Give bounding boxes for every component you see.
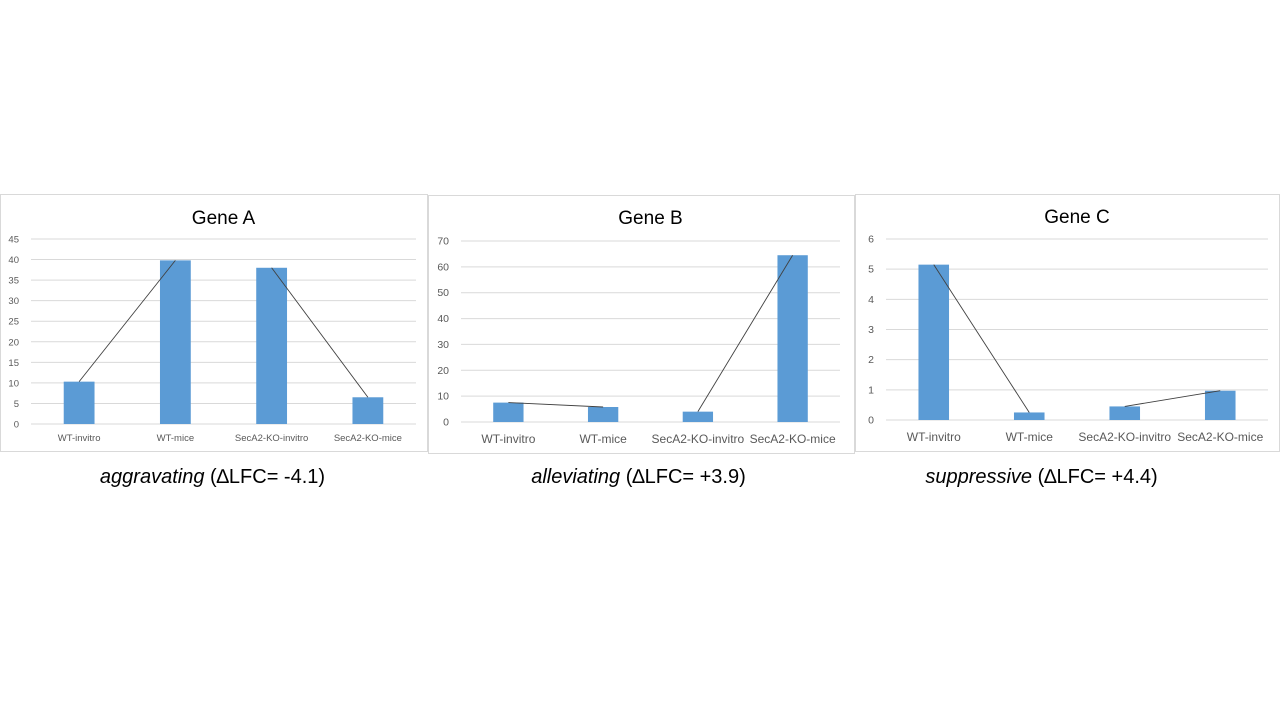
connector-line [508, 402, 604, 408]
y-tick-label: 20 [437, 365, 449, 377]
caption-value: (∆LFC= +4.4) [1032, 466, 1158, 488]
chart-panel-gene-b: Gene B 0 10 20 30 40 50 60 70 WT-invitro WT-mice Se… [428, 195, 855, 454]
y-tick-label: 6 [868, 234, 874, 246]
y-tick-label: 30 [8, 296, 19, 307]
bar-seca2-ko-mice [777, 255, 808, 422]
x-category-label: SecA2-KO-invitro [652, 432, 745, 446]
bar-wt-invitro [493, 402, 524, 422]
chart-gene-a: Gene A 0 5 10 15 20 25 30 35 40 45 WT-invitro WT-mic… [8, 208, 416, 444]
caption-value: (∆LFC= +3.9) [620, 466, 746, 488]
y-tick-label: 35 [8, 276, 19, 287]
y-tick-label: 60 [437, 261, 449, 273]
x-category-label: WT-mice [157, 433, 194, 444]
y-tick-label: 30 [437, 339, 449, 351]
y-tick-label: 50 [437, 287, 449, 299]
bar-seca2-ko-invitro [682, 411, 714, 422]
x-category-label: SecA2-KO-mice [1177, 430, 1263, 444]
y-tick-label: 3 [868, 324, 874, 336]
x-category-label: SecA2-KO-invitro [1078, 430, 1171, 444]
caption-gene-c: suppressive (∆LFC= +4.4) [869, 466, 1214, 494]
x-category-label: SecA2-KO-mice [334, 433, 402, 444]
x-category-label: WT-invitro [907, 430, 961, 444]
bar-seca2-ko-invitro [256, 267, 288, 424]
chart-gene-c: Gene C 0 1 2 3 4 5 6 WT-invitro WT-mice SecA2-KO-i… [868, 207, 1268, 444]
chart-title: Gene C [1044, 207, 1109, 228]
chart-panel-gene-c: Gene C 0 1 2 3 4 5 6 WT-invitro WT-mice SecA2-KO-i… [855, 194, 1280, 452]
bar-wt-mice [159, 260, 191, 424]
x-category-label: WT-mice [579, 432, 627, 446]
caption-word: suppressive [925, 466, 1033, 488]
chart-gene-b: Gene B 0 10 20 30 40 50 60 70 WT-invitro WT-mice Se… [437, 208, 840, 446]
connector-line [1124, 390, 1221, 407]
chart-title: Gene A [192, 208, 256, 229]
y-tick-label: 2 [868, 354, 874, 366]
y-tick-label: 0 [868, 415, 874, 427]
x-category-label: WT-invitro [481, 432, 535, 446]
bar-wt-mice [1013, 412, 1045, 420]
y-tick-label: 4 [868, 294, 874, 306]
bar-seca2-ko-mice [352, 397, 384, 424]
caption-gene-a: aggravating (∆LFC= -4.1) [40, 466, 385, 494]
y-tick-label: 20 [8, 337, 19, 348]
y-tick-label: 5 [14, 399, 19, 410]
caption-value: (∆LFC= -4.1) [204, 466, 326, 488]
y-tick-label: 15 [8, 358, 19, 369]
y-tick-label: 1 [868, 384, 874, 396]
y-tick-label: 0 [14, 420, 19, 431]
connector-line [697, 254, 794, 412]
connector-line [933, 264, 1030, 413]
bar-wt-mice [587, 407, 619, 422]
x-category-label: WT-mice [1006, 430, 1054, 444]
bar-seca2-ko-mice [1204, 390, 1236, 420]
y-tick-label: 0 [443, 417, 449, 429]
y-tick-label: 40 [8, 255, 19, 266]
connector-line [271, 267, 369, 398]
y-tick-label: 10 [8, 378, 19, 389]
x-category-label: SecA2-KO-invitro [235, 433, 308, 444]
caption-word: alleviating [531, 466, 621, 488]
bar-seca2-ko-invitro [1109, 406, 1141, 420]
y-tick-label: 70 [437, 236, 449, 248]
caption-word: aggravating [99, 466, 205, 488]
y-tick-label: 10 [437, 391, 449, 403]
y-tick-label: 5 [868, 264, 874, 276]
bar-wt-invitro [918, 264, 950, 420]
y-tick-label: 45 [8, 235, 19, 246]
chart-panel-gene-a: Gene A 0 5 10 15 20 25 30 35 40 45 WT-invitro WT-mic… [0, 194, 428, 452]
caption-gene-b: alleviating (∆LFC= +3.9) [466, 466, 811, 494]
bar-wt-invitro [63, 381, 95, 424]
y-tick-label: 40 [437, 313, 449, 325]
chart-title: Gene B [618, 208, 682, 229]
connector-line [78, 260, 176, 382]
x-category-label: SecA2-KO-mice [750, 432, 836, 446]
y-tick-label: 25 [8, 317, 19, 328]
x-category-label: WT-invitro [58, 433, 101, 444]
